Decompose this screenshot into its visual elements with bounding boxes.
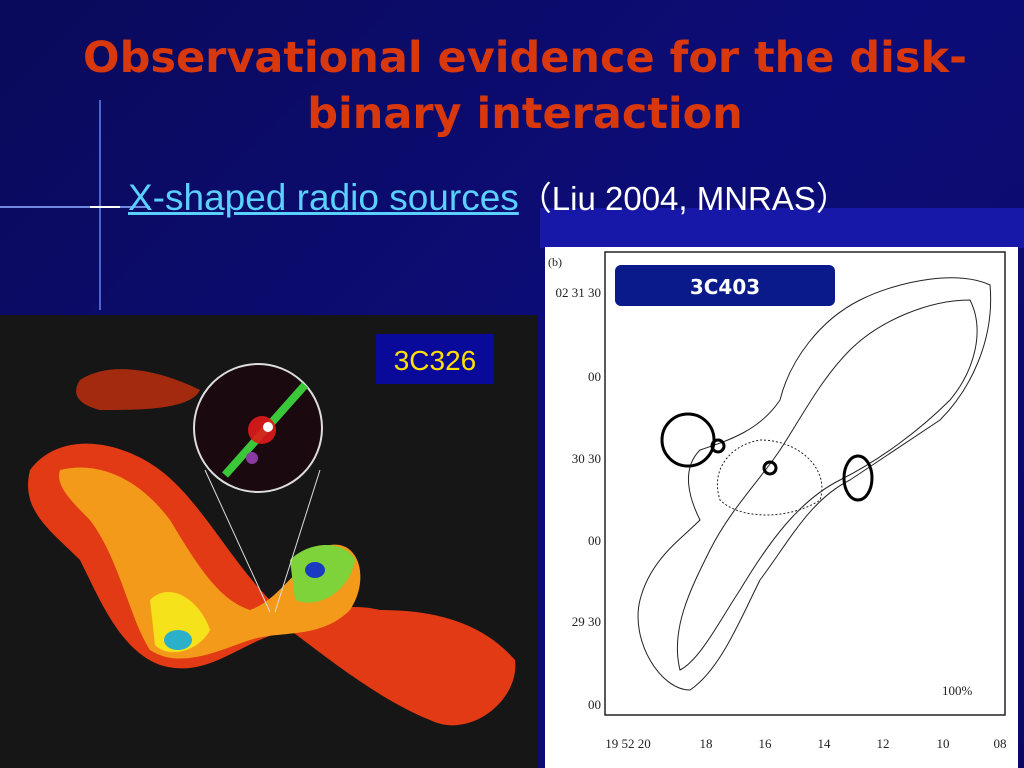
x-label: 18	[700, 736, 713, 751]
y-label: 00	[588, 369, 601, 384]
x-label: 14	[818, 736, 832, 751]
panel-label: (b)	[548, 255, 562, 269]
companion	[246, 452, 258, 464]
plot-frame	[604, 251, 1006, 716]
x-label: 19 52 20	[605, 736, 651, 751]
radio-lobes	[28, 369, 516, 726]
core	[263, 422, 273, 432]
y-label: 30 30	[572, 451, 601, 466]
x-label: 12	[877, 736, 890, 751]
inset-line	[274, 469, 321, 613]
x-labels: 19 52 20 18 16 14 12 10 08	[605, 736, 1006, 751]
x-label: 10	[937, 736, 950, 751]
x-label: 08	[994, 736, 1007, 751]
y-label: 29 30	[572, 614, 601, 629]
contours	[637, 277, 992, 691]
y-label: 00	[588, 533, 601, 548]
citation: （Liu 2004, MNRAS）	[518, 180, 849, 217]
scale-label: 100%	[942, 683, 973, 698]
y-label: 00	[588, 697, 601, 712]
label-box	[615, 265, 835, 306]
y-label: 02 31 30	[556, 285, 602, 300]
contour-image	[545, 247, 1018, 768]
image-label: 3C326	[394, 345, 477, 376]
subtitle-link[interactable]: X-shaped radio sources	[128, 177, 519, 218]
image-label: 3C403	[690, 275, 760, 299]
subtitle: X-shaped radio sources（Liu 2004, MNRAS）	[128, 172, 849, 220]
hotspots	[660, 412, 874, 502]
band	[540, 208, 1024, 248]
inset-line	[204, 469, 271, 613]
label-box	[376, 334, 494, 384]
x-label: 16	[759, 736, 773, 751]
title: Observational evidence for the disk-bina…	[83, 33, 967, 139]
y-labels: 02 31 30 00 30 30 00 29 30 00	[556, 285, 602, 712]
